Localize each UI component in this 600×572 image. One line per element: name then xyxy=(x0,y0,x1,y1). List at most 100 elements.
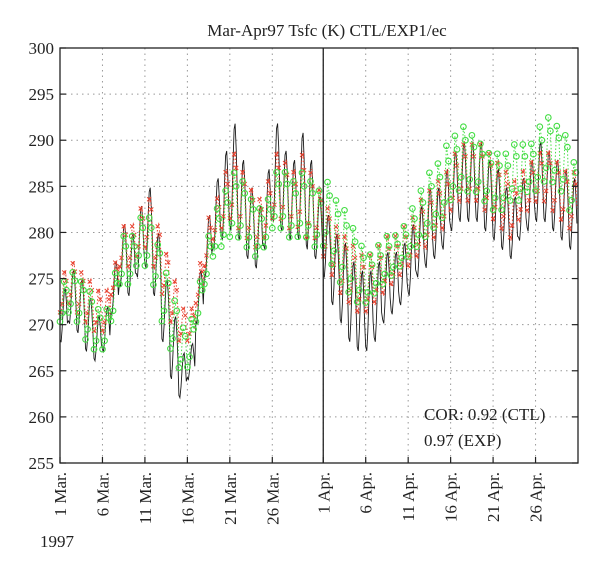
series-ec-marker xyxy=(400,222,408,230)
series-ec-marker xyxy=(171,297,178,305)
series-ec-marker xyxy=(126,270,134,278)
series-ec-marker xyxy=(275,180,283,188)
series-exp-marker xyxy=(325,206,330,211)
series-ec-marker xyxy=(477,140,484,148)
series-exp-marker xyxy=(535,188,541,194)
series-ec-marker xyxy=(296,219,304,227)
series-ec-marker xyxy=(370,289,378,297)
series-ec-marker xyxy=(487,159,495,167)
plot-frame xyxy=(59,47,579,464)
series-ec-marker xyxy=(544,114,552,121)
series-ec-marker xyxy=(453,146,461,153)
series-exp-marker xyxy=(208,225,214,231)
series-ec-marker xyxy=(118,270,125,278)
series-exp-marker xyxy=(74,310,80,315)
x-tick-label: 11 Mar. xyxy=(136,472,155,524)
series-exp-marker xyxy=(354,308,360,314)
series-exp-marker xyxy=(286,225,292,231)
series-ec-marker xyxy=(368,261,376,269)
series-ec-marker xyxy=(530,150,537,158)
series-exp-marker xyxy=(204,253,209,258)
x-axis: 1 Mar. 6 Mar. 11 Mar. 16 Mar. 21 Mar. 26 Mar.… xyxy=(51,457,546,525)
series-ec-marker xyxy=(315,187,323,195)
x-tick-label: 1 Apr. xyxy=(314,472,333,514)
series-ec-marker xyxy=(417,187,425,195)
series-ec-marker xyxy=(215,215,223,222)
x-tick-label: 11 Apr. xyxy=(399,472,418,521)
series-ec-marker xyxy=(288,222,295,229)
series-ec-marker xyxy=(341,206,348,214)
series-ec-marker xyxy=(279,212,287,220)
series-exp-marker xyxy=(405,263,411,268)
series-exp-marker xyxy=(516,217,521,222)
series-ec-marker xyxy=(328,261,336,268)
series-exp-marker xyxy=(93,320,99,325)
series-ec-marker xyxy=(375,242,382,249)
series-ec-marker xyxy=(77,278,85,285)
series-exp-marker xyxy=(448,207,453,213)
series-ec-marker xyxy=(332,197,340,204)
series-ec-marker xyxy=(65,309,72,316)
series-ec-marker xyxy=(137,214,145,222)
series-exp-marker xyxy=(422,244,428,249)
series-ec xyxy=(56,114,580,372)
series-ec-marker xyxy=(71,277,79,285)
x-tick-label: 6 Mar. xyxy=(93,472,112,516)
series-exp-marker xyxy=(331,262,337,268)
x-tick-label: 16 Mar. xyxy=(178,472,197,525)
series-exp-marker xyxy=(272,202,277,208)
series-ec-marker xyxy=(234,233,242,241)
y-tick-label: 300 xyxy=(29,39,55,58)
y-tick-label: 295 xyxy=(29,85,55,104)
series-exp-marker xyxy=(335,234,341,240)
series-exp-marker xyxy=(550,207,555,213)
series-ec-marker xyxy=(73,318,81,325)
series-exp-marker xyxy=(97,296,103,302)
series-ec-marker xyxy=(84,325,91,333)
series-exp-marker xyxy=(463,154,468,159)
series-exp-marker xyxy=(117,263,122,269)
series-exp-marker xyxy=(543,188,549,194)
series-ec-marker xyxy=(264,195,272,203)
series-ec-marker xyxy=(445,157,452,165)
series-ec-marker xyxy=(355,286,363,294)
series-ec-marker xyxy=(392,232,399,239)
series-ec-marker xyxy=(194,309,202,317)
series-ec-marker xyxy=(116,280,123,288)
series-ec-marker xyxy=(498,206,505,214)
series-ec-marker xyxy=(111,269,119,277)
series-exp-marker xyxy=(100,328,105,334)
series-exp-marker xyxy=(412,225,417,231)
x-tick-label: 26 Mar. xyxy=(263,472,282,525)
series-exp-marker xyxy=(533,198,538,204)
series-ec-marker xyxy=(406,242,414,250)
series-ec-marker xyxy=(198,286,206,294)
series-exp-marker xyxy=(72,269,78,274)
series-exp-marker xyxy=(78,270,84,275)
annotation-cor-ctl: COR: 0.92 (CTL) xyxy=(424,405,545,424)
y-axis: 255 260 265 270 275 280 285 290 295 300 xyxy=(29,39,578,473)
series-ec-marker xyxy=(322,229,329,236)
series-exp-marker xyxy=(235,225,241,231)
series-ec-marker xyxy=(211,242,219,250)
series-ec-marker xyxy=(154,241,162,249)
series-ec-marker xyxy=(404,253,412,260)
series-ec-marker xyxy=(540,178,548,185)
series-ec-marker xyxy=(387,272,395,279)
series-ec-marker xyxy=(364,289,372,296)
series-ec-marker xyxy=(245,233,253,241)
y-tick-label: 255 xyxy=(29,454,55,473)
series-exp-marker xyxy=(151,263,156,269)
series-ec-marker xyxy=(527,140,535,148)
series-ec-marker xyxy=(468,131,476,139)
series-exp-marker xyxy=(511,179,517,184)
series-ec-marker xyxy=(173,307,181,315)
series-ec-marker xyxy=(502,150,510,158)
series-ec-marker xyxy=(504,162,512,169)
series-ec-marker xyxy=(283,180,291,188)
series-ec-marker xyxy=(241,189,249,197)
series-ec-marker xyxy=(228,219,236,227)
series-ec-marker xyxy=(69,269,77,276)
series-ec-marker xyxy=(239,178,246,185)
series-ec-marker xyxy=(472,188,480,196)
